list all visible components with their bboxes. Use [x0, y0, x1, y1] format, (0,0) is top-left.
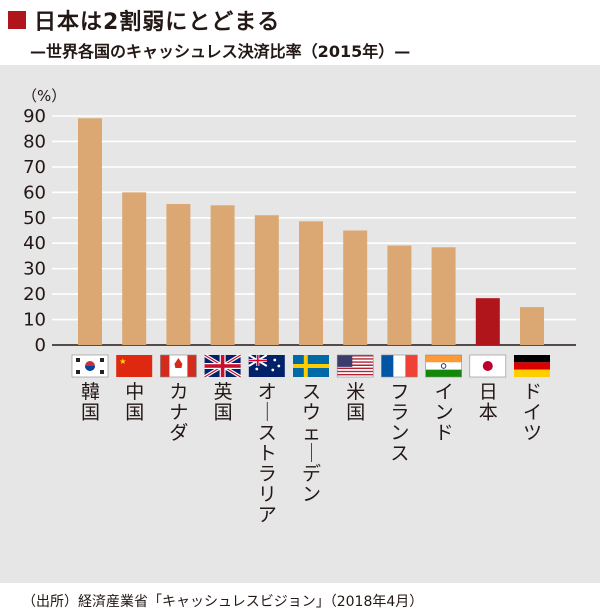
category-label: 米国 — [346, 381, 365, 424]
uk-flag-icon — [203, 353, 242, 379]
category-label: オ｜ストラリア — [258, 381, 277, 526]
bar-chart: （%） 0 10 20 30 40 50 60 70 80 90 韓国 ★ 中国 カナダ 英国 オ｜ストラリア ス… — [22, 87, 576, 526]
bar-2 — [166, 204, 191, 345]
y-tick-label: 80 — [23, 131, 46, 152]
y-tick-label: 90 — [23, 106, 46, 127]
sweden-flag-icon — [293, 355, 329, 377]
bar-10 — [520, 307, 544, 345]
source-note: （出所）経済産業省「キャッシュレスビジョン」（2018年4月） — [22, 594, 424, 610]
category-label: フランス — [390, 381, 409, 465]
france-flag-icon — [381, 354, 418, 378]
category-label: スウェ｜デン — [302, 381, 321, 506]
bar-0 — [78, 118, 102, 345]
y-tick-label: 20 — [23, 284, 46, 305]
bar-8 — [431, 247, 456, 345]
chart-subtitle: —世界各国のキャッシュレス決済比率（2015年）— — [30, 42, 411, 61]
y-tick-label: 0 — [35, 335, 46, 356]
y-tick-label: 30 — [23, 259, 46, 280]
germany-flag-icon — [514, 355, 550, 377]
bar-7 — [387, 245, 412, 345]
bar-1 — [122, 192, 147, 345]
category-label: ドイツ — [523, 381, 542, 444]
usa-flag-icon — [336, 354, 374, 378]
y-tick-label: 60 — [23, 182, 46, 203]
china-flag-icon: ★ — [116, 355, 153, 377]
category-label: カナダ — [169, 381, 188, 444]
chart-title: 日本は2割弱にとどまる — [34, 10, 281, 35]
bar-5 — [299, 221, 323, 345]
bar-6 — [343, 230, 368, 345]
bar-4 — [254, 215, 279, 345]
australia-flag-icon — [248, 354, 285, 377]
bar-9 — [475, 298, 500, 345]
bar-3 — [210, 205, 235, 345]
korea-flag-icon — [71, 354, 109, 378]
category-label: 中国 — [125, 381, 144, 424]
category-label: インド — [435, 381, 454, 444]
category-label: 韓国 — [81, 381, 100, 424]
canada-flag-icon — [160, 354, 197, 378]
y-tick-label: 40 — [23, 233, 46, 254]
chart-panel: （%） 0 10 20 30 40 50 60 70 80 90 韓国 ★ 中国 カナダ 英国 オ｜ストラリア ス… — [0, 65, 600, 610]
y-tick-label: 70 — [23, 157, 46, 178]
title-row: 日本は2割弱にとどまる — [8, 6, 281, 35]
category-label: 日本 — [479, 381, 498, 424]
y-tick-label: 10 — [23, 310, 46, 331]
india-flag-icon — [425, 354, 462, 378]
svg-text:★: ★ — [119, 357, 126, 366]
title-marker — [8, 11, 26, 29]
y-tick-label: 50 — [23, 208, 46, 229]
y-unit-label: （%） — [22, 87, 66, 105]
category-label: 英国 — [214, 381, 233, 424]
japan-flag-icon — [469, 354, 507, 378]
